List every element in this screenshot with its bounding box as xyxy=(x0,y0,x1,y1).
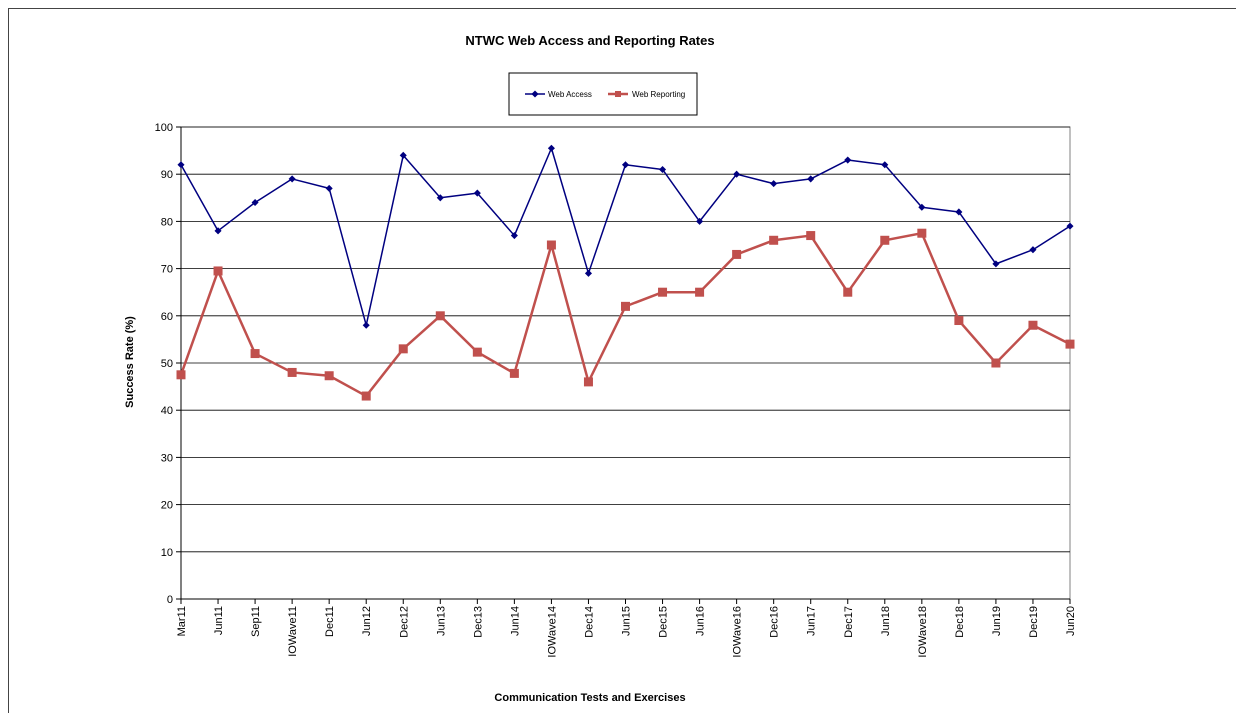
data-point-web-access xyxy=(807,175,815,183)
y-tick-label: 0 xyxy=(167,594,173,606)
x-tick-label: Dec18 xyxy=(954,606,966,638)
data-point-web-reporting xyxy=(695,287,705,297)
data-point-web-reporting xyxy=(991,358,1001,368)
data-point-web-access xyxy=(584,269,592,277)
x-tick-label: Jun19 xyxy=(991,606,1003,636)
data-point-web-access xyxy=(659,165,667,174)
y-tick-label: 50 xyxy=(161,358,173,370)
data-point-web-reporting xyxy=(1028,320,1038,330)
data-point-web-access xyxy=(288,175,296,183)
data-point-web-access xyxy=(214,227,222,235)
y-tick-label: 80 xyxy=(161,216,173,228)
data-point-web-access xyxy=(992,260,1000,268)
data-point-web-reporting xyxy=(658,287,668,297)
chart-frame xyxy=(8,8,1236,713)
x-tick-label: Mar11 xyxy=(176,606,188,636)
x-tick-label: Dec12 xyxy=(398,606,410,638)
data-point-web-access xyxy=(918,203,926,211)
y-tick-label: 10 xyxy=(161,547,173,559)
legend-marker-web-reporting xyxy=(615,91,621,97)
data-point-web-reporting xyxy=(954,316,964,326)
x-tick-label: IOWave18 xyxy=(917,606,929,658)
x-tick-label: Jun16 xyxy=(695,606,707,636)
data-point-web-reporting xyxy=(843,287,853,297)
data-point-web-reporting xyxy=(583,377,593,387)
x-tick-label: Sep11 xyxy=(250,606,262,637)
y-tick-label: 40 xyxy=(161,405,173,417)
y-tick-label: 100 xyxy=(155,122,173,134)
data-point-web-reporting xyxy=(324,371,334,381)
data-point-web-reporting xyxy=(361,391,371,401)
legend-label-web-access: Web Access xyxy=(548,90,592,99)
x-tick-label: Dec13 xyxy=(472,606,484,638)
chart-title: NTWC Web Access and Reporting Rates xyxy=(465,33,714,48)
x-tick-label: Jun20 xyxy=(1065,606,1077,636)
data-point-web-reporting xyxy=(287,367,297,377)
data-point-web-access xyxy=(436,194,444,202)
x-tick-label: Dec15 xyxy=(658,606,670,638)
data-point-web-access xyxy=(696,217,704,225)
data-point-web-access xyxy=(399,151,407,159)
x-tick-label: Jun13 xyxy=(435,606,447,636)
x-tick-label: Dec14 xyxy=(583,606,595,638)
x-tick-label: Dec19 xyxy=(1028,606,1040,638)
x-tick-label: IOWave16 xyxy=(732,606,744,658)
data-point-web-access xyxy=(547,144,555,152)
data-point-web-reporting xyxy=(509,368,519,378)
x-tick-label: Jun17 xyxy=(806,606,818,636)
data-point-web-reporting xyxy=(917,228,927,238)
y-tick-label: 70 xyxy=(161,264,173,276)
legend-marker-web-access xyxy=(531,90,539,98)
data-point-web-access xyxy=(325,184,333,192)
x-tick-label: Dec17 xyxy=(843,606,855,638)
y-tick-label: 30 xyxy=(161,452,173,464)
y-axis-label: Success Rate (%) xyxy=(124,316,136,408)
data-point-web-reporting xyxy=(732,249,742,259)
data-point-web-reporting xyxy=(806,231,816,241)
data-point-web-access xyxy=(770,180,778,188)
data-point-web-access xyxy=(510,232,518,240)
data-point-web-reporting xyxy=(880,235,890,245)
data-point-web-reporting xyxy=(546,240,556,250)
data-point-web-reporting xyxy=(1065,339,1075,349)
data-point-web-access xyxy=(177,161,185,169)
data-point-web-reporting xyxy=(435,311,445,321)
data-point-web-reporting xyxy=(398,344,408,354)
plot-area: 0 10 20 30 40 50 60 70 80 90 100 Mar11 Jun11 Sep11 IOW… xyxy=(155,122,1077,658)
data-point-web-access xyxy=(621,161,630,169)
data-point-web-reporting xyxy=(472,347,482,357)
x-tick-label: Jun14 xyxy=(509,606,521,636)
data-point-web-access xyxy=(733,170,741,178)
x-axis-label: Communication Tests and Exercises xyxy=(494,692,685,704)
x-tick-label: Jun18 xyxy=(880,606,892,636)
data-point-web-access xyxy=(362,321,370,329)
data-point-web-access xyxy=(844,156,852,164)
data-point-web-reporting xyxy=(176,370,186,380)
y-tick-label: 60 xyxy=(161,311,173,323)
x-tick-label: IOWave11 xyxy=(287,606,299,657)
y-tick-label: 90 xyxy=(161,169,173,181)
legend-label-web-reporting: Web Reporting xyxy=(632,90,685,99)
x-tick-label: Dec11 xyxy=(324,606,336,637)
x-tick-label: Jun11 xyxy=(213,606,225,635)
data-point-web-access xyxy=(955,208,963,216)
x-tick-label: IOWave14 xyxy=(546,606,558,658)
data-point-web-reporting xyxy=(621,301,630,311)
data-point-web-access xyxy=(881,161,889,169)
x-tick-label: Dec16 xyxy=(769,606,781,638)
data-point-web-access xyxy=(473,189,481,197)
y-tick-label: 20 xyxy=(161,500,173,512)
data-point-web-reporting xyxy=(213,266,223,276)
x-tick-label: Jun12 xyxy=(361,606,373,636)
x-tick-label: Jun15 xyxy=(621,606,633,636)
legend: Web Access Web Reporting xyxy=(508,72,698,116)
data-point-web-reporting xyxy=(250,349,260,359)
data-point-web-reporting xyxy=(769,235,779,245)
